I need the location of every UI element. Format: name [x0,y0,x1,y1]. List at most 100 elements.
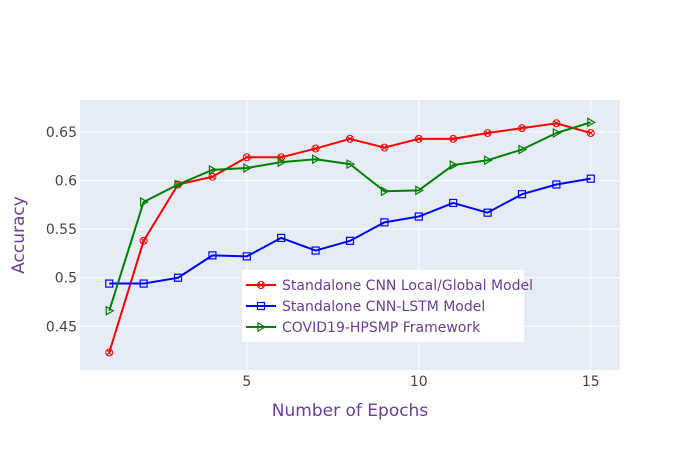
marker-triangle [380,186,390,197]
data-point [243,162,253,174]
series-2 [105,117,596,316]
data-point [586,129,595,138]
marker-circle [380,143,389,152]
data-point [483,208,492,217]
marker-square [517,190,527,199]
data-point [380,186,390,197]
marker-square [208,251,217,260]
series-line [108,121,592,312]
marker-square [552,180,561,189]
marker-triangle [449,160,459,171]
data-point [139,279,148,288]
data-point [518,144,528,155]
marker-triangle [483,155,493,166]
marker-square [345,236,355,245]
data-point [552,127,562,139]
data-point [552,180,561,189]
legend-label-2: COVID19-HPSMP Framework [282,320,481,336]
data-point [173,273,183,282]
data-point [586,174,595,183]
marker-triangle [208,164,218,175]
data-point [414,212,423,221]
data-point [311,246,320,255]
data-point [552,119,561,128]
marker-cross [106,349,112,356]
data-point [208,251,217,260]
marker-triangle [174,179,184,190]
marker-cross [258,282,264,288]
marker-square [105,279,114,288]
series-1 [105,174,595,288]
marker-circle [449,134,458,143]
marker-triangle [346,159,356,170]
data-point [587,117,596,128]
marker-cross [140,238,147,244]
data-point [312,154,321,165]
y-tick-label: 0.65 [46,125,77,141]
marker-cross [553,120,560,127]
legend-marker-0 [257,281,265,289]
data-point [139,236,148,245]
marker-cross [347,136,353,142]
legend-item-2: COVID19-HPSMP Framework [246,320,481,336]
marker-square [311,246,320,255]
legend-marker-1 [256,301,266,311]
data-point [311,144,320,153]
marker-triangle [140,196,149,208]
legend-box [242,270,524,342]
marker-cross [450,136,456,142]
marker-cross [519,125,525,131]
data-point [208,164,218,175]
data-point [449,198,458,208]
data-point [105,279,114,288]
data-point [105,348,114,357]
marker-square [139,279,148,288]
marker-triangle [277,157,287,168]
data-point [517,190,527,199]
data-point [380,218,389,227]
data-point [346,159,356,170]
marker-triangle [243,162,253,174]
marker-triangle [552,127,562,139]
data-point [277,233,286,243]
data-point [140,196,149,208]
data-point [380,143,389,152]
data-point [483,129,492,138]
data-point [415,185,424,196]
x-tick-label: 15 [582,374,600,390]
series-line [109,177,591,285]
marker-triangle [518,144,528,155]
y-tick-label: 0.6 [55,174,77,190]
marker-triangle [415,185,424,196]
marker-square [483,208,492,217]
marker-triangle [587,117,596,128]
marker-circle [586,129,595,138]
marker-square [586,174,595,183]
marker-triangle [105,305,115,316]
marker-cross [381,144,388,151]
marker-circle [105,348,114,357]
y-tick-label: 0.45 [46,319,77,335]
marker-circle [242,153,251,162]
y-tick-label: 0.5 [55,271,77,287]
data-point [345,236,355,245]
y-axis-title: Accuracy [9,196,29,274]
marker-square [173,273,183,282]
y-tick-label: 0.55 [46,222,77,238]
data-point [277,157,287,168]
series-layer [105,117,596,357]
marker-triangle [312,154,321,165]
marker-cross [209,173,216,180]
data-point [174,179,184,190]
marker-circle [311,144,320,153]
data-point [242,153,251,162]
marker-circle [483,129,492,138]
data-point [208,172,217,181]
marker-cross [312,145,319,152]
legend-marker-2 [257,321,267,333]
data-point [449,160,459,171]
marker-circle [552,119,561,128]
marker-triangle [257,321,267,333]
marker-circle [517,124,526,133]
